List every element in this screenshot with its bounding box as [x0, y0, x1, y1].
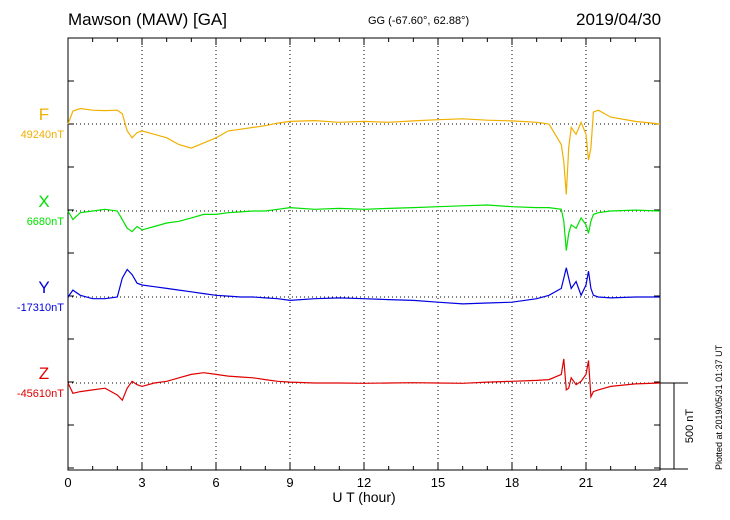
x-tick-label: 21	[579, 475, 593, 490]
x-tick-label: 0	[64, 475, 71, 490]
scale-bar: 500 nT	[660, 382, 696, 470]
series-baseline-label-x: 6680nT	[27, 216, 65, 228]
x-axis-label: U T (hour)	[332, 489, 395, 505]
series-baseline-label-f: 49240nT	[21, 129, 65, 141]
series-letter-f: F	[39, 105, 49, 124]
scale-bar-label: 500 nT	[684, 409, 696, 444]
series-line-z	[67, 358, 661, 402]
x-tick-label: 12	[357, 475, 371, 490]
series-line-x	[67, 204, 661, 251]
series-group	[67, 107, 661, 402]
series-baseline-label-z: -45610nT	[17, 388, 64, 400]
series-baseline-label-y: -17310nT	[17, 302, 64, 314]
x-tick-label: 15	[431, 475, 445, 490]
x-tick-label: 9	[286, 475, 293, 490]
grid	[68, 38, 660, 470]
x-tick-label: 24	[653, 475, 667, 490]
series-letter-z: Z	[39, 364, 49, 383]
axis-ticks: 0 3 6 9 12 15 18 21 24	[64, 38, 667, 490]
x-tick-label: 6	[212, 475, 219, 490]
series-line-f	[67, 107, 661, 195]
x-tick-label: 18	[505, 475, 519, 490]
series-letter-x: X	[38, 192, 49, 211]
series-line-y	[67, 267, 660, 305]
series-labels: F 49240nT X 6680nT Y -17310nT Z -45610nT	[17, 105, 64, 400]
series-letter-y: Y	[38, 278, 49, 297]
x-tick-label: 3	[138, 475, 145, 490]
station-coordinates: GG (-67.60°, 62.88°)	[368, 15, 470, 27]
station-title: Mawson (MAW) [GA]	[68, 10, 227, 29]
chart-date: 2019/04/30	[576, 10, 662, 29]
